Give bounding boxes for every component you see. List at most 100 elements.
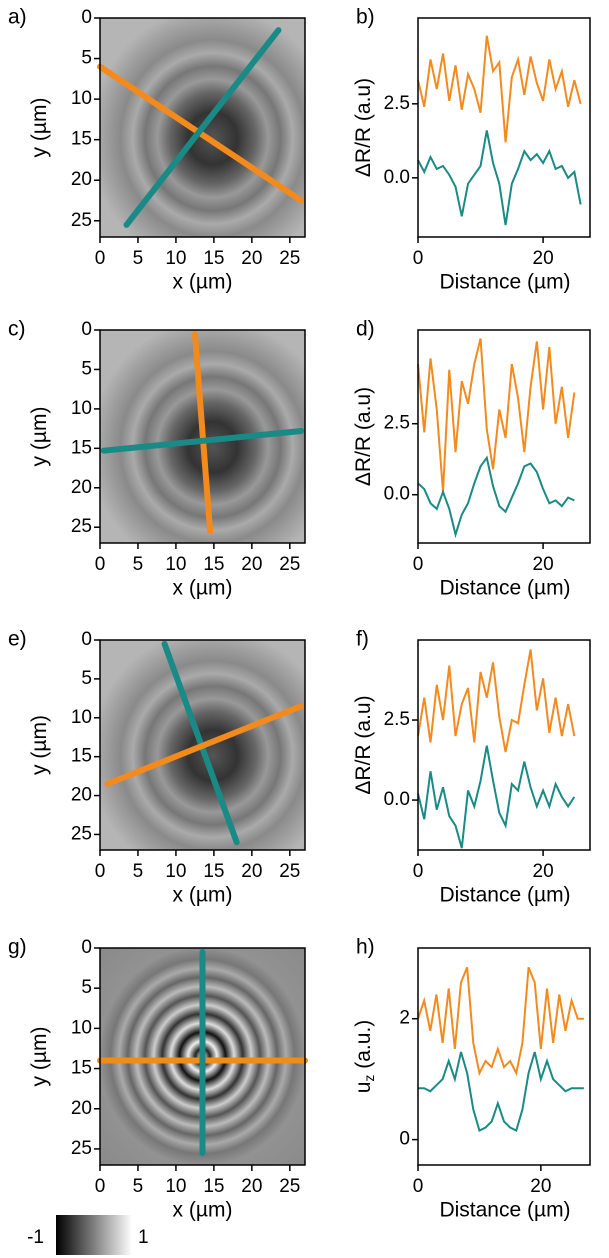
x-tick-label: 20 [241,861,262,882]
colorbar-label: 1 [138,1227,149,1248]
plot-frame [99,17,306,238]
y-tick-label: 0 [81,937,92,958]
y-axis-label: y (µm) [28,98,51,158]
y-tick-label: 5 [81,358,92,379]
x-tick-label: 5 [133,248,144,269]
x-tick-label: 0 [95,1176,106,1197]
x-tick-label: 20 [241,554,262,575]
x-tick-label: 5 [133,1176,144,1197]
y-axis-label: ΔR/R (a.u) [352,78,375,177]
y-axis-label: uz (a.u.) [352,1020,377,1094]
plot-frame [99,639,306,851]
y-axis-label-main: y (µm) [28,407,51,467]
y-tick-label: 0 [81,319,92,340]
y-tick-label: 25 [71,823,92,844]
panel-label: b) [356,6,375,29]
x-tick-label: 15 [203,861,224,882]
y-tick-label: 10 [71,707,92,728]
y-tick-label: 10 [71,398,92,419]
x-axis-label: Distance (µm) [439,271,570,294]
y-tick-label: 15 [71,746,92,767]
plot-frame [99,947,306,1166]
x-tick-label: 20 [533,248,554,269]
y-axis-label: y (µm) [28,715,51,775]
panel-label: f) [356,628,369,651]
panel-label: e) [8,628,27,651]
profile-line [417,455,575,539]
profile-line [417,35,582,143]
plot-frame [417,639,591,851]
y-tick-label: 25 [71,1138,92,1159]
y-tick-label: 0.0 [384,167,410,188]
y-tick-label: 0.0 [384,789,410,810]
panel-label: a) [8,6,27,29]
x-axis-label: x (µm) [173,1199,233,1222]
x-tick-label: 10 [165,248,186,269]
x-tick-label: 25 [279,861,300,882]
y-axis-label-sub: z [361,1075,377,1082]
profile-cut-line [191,330,214,535]
y-tick-label: 2.5 [384,709,410,730]
y-axis-label: ΔR/R (a.u) [352,695,375,794]
panel-label: c) [8,318,26,341]
x-tick-label: 10 [165,554,186,575]
plot-frame [417,947,591,1166]
y-tick-label: 25 [71,516,92,537]
profile-cut-line [123,27,282,228]
y-tick-label: 15 [71,129,92,150]
y-axis-label-main: u [352,1082,375,1094]
y-tick-label: 5 [81,977,92,998]
x-tick-label: 20 [530,1176,551,1197]
x-tick-label: 15 [203,248,224,269]
y-axis-label-main: ΔR/R (a.u) [352,78,375,177]
x-tick-label: 20 [241,248,262,269]
y-axis-label: y (µm) [28,1027,51,1087]
x-tick-label: 0 [95,554,106,575]
profile-cut-line [161,640,240,846]
panel-label: g) [8,936,27,959]
colorbar-label: -1 [27,1227,44,1248]
profile-line [417,130,582,226]
x-tick-label: 20 [533,861,554,882]
x-axis-label: x (µm) [173,884,233,907]
x-tick-label: 20 [533,554,554,575]
y-axis-label: y (µm) [28,407,51,467]
y-axis-label-main: ΔR/R (a.u) [352,387,375,486]
profile-cut-line [104,703,305,787]
profile-line [417,745,576,849]
y-tick-label: 2.5 [384,413,410,434]
y-tick-label: 15 [71,437,92,458]
panel-label: h) [356,936,375,959]
x-axis-label: Distance (µm) [439,577,570,600]
y-tick-label: 10 [71,88,92,109]
y-tick-label: 25 [71,210,92,231]
x-tick-label: 20 [241,1176,262,1197]
y-tick-label: 0.0 [384,484,410,505]
x-tick-label: 0 [95,861,106,882]
x-tick-label: 15 [203,1176,224,1197]
y-tick-label: 20 [71,169,92,190]
y-tick-label: 0 [399,1129,410,1150]
x-tick-label: 10 [165,1176,186,1197]
profile-line [417,966,584,1077]
x-tick-label: 5 [133,861,144,882]
x-tick-label: 0 [95,248,106,269]
x-tick-label: 15 [203,554,224,575]
profile-cut-line [100,427,305,454]
y-tick-label: 10 [71,1017,92,1038]
y-axis-label-main: ΔR/R (a.u) [352,695,375,794]
x-tick-label: 5 [133,554,144,575]
x-tick-label: 0 [413,861,424,882]
profile-line [417,338,576,492]
x-tick-label: 0 [413,1176,424,1197]
plot-frame [417,17,591,238]
y-tick-label: 20 [71,477,92,498]
x-tick-label: 25 [279,554,300,575]
y-tick-label: 2 [399,1008,410,1029]
x-axis-label: x (µm) [173,271,233,294]
x-tick-label: 25 [279,1176,300,1197]
profile-line [417,649,576,753]
y-tick-label: 2.5 [384,93,410,114]
y-tick-label: 20 [71,1098,92,1119]
panel-label: d) [356,318,375,341]
